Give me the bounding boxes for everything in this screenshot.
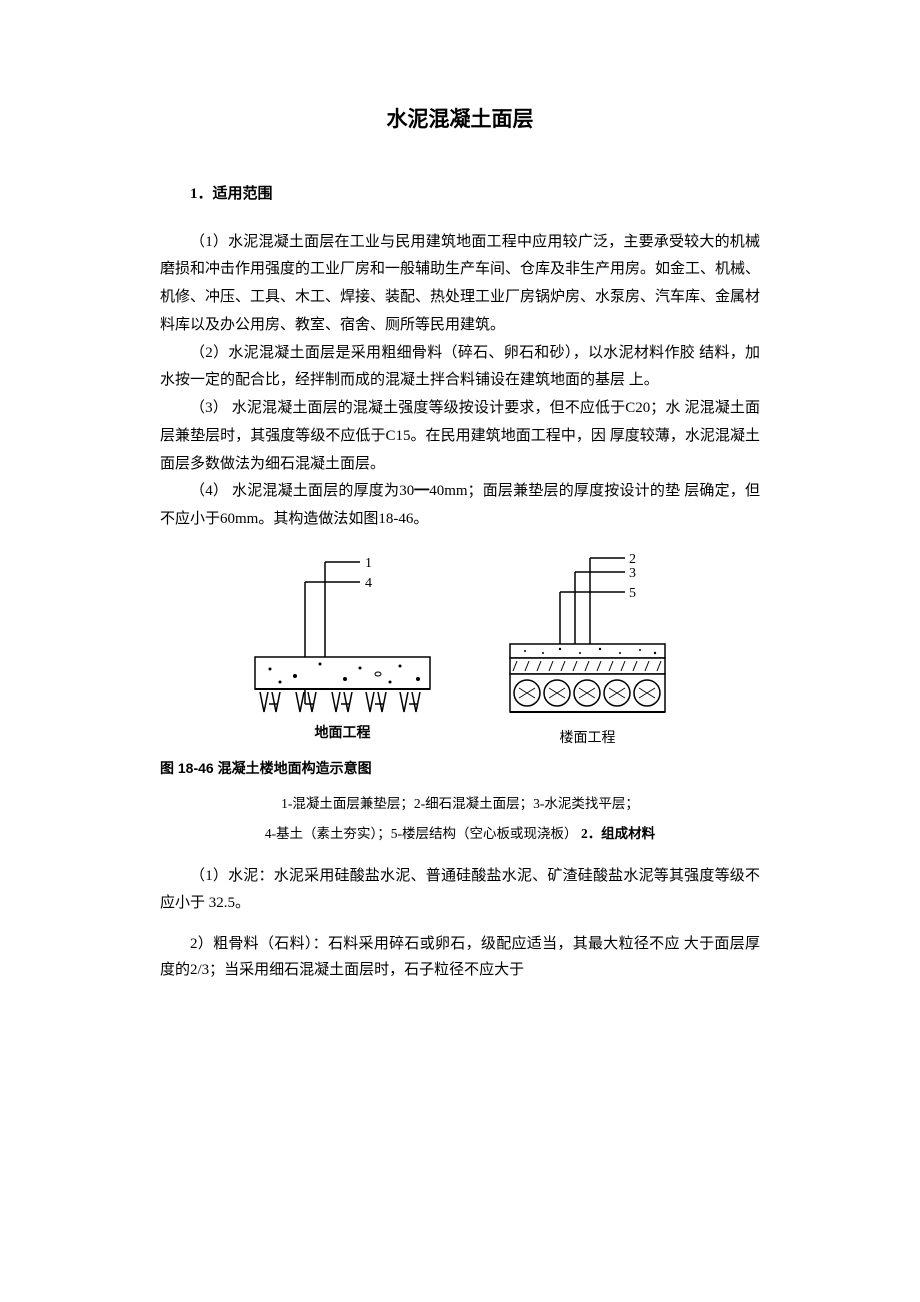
section-1-heading: 1．适用范围 [160, 181, 760, 209]
leader-5: 5 [629, 586, 636, 601]
diagram-left-wrapper: 1 4 [250, 554, 435, 752]
leader-1: 1 [365, 556, 372, 571]
paragraph-1: （1）水泥混凝土面层在工业与民用建筑地面工程中应用较广泛，主要承受较大的机械磨损… [160, 229, 760, 340]
diagram-right-wrapper: 2 3 5 [505, 554, 670, 752]
diagram-ground-engineering: 1 4 [250, 554, 435, 719]
figure-container: 1 4 [160, 554, 760, 752]
diagram-left-label: 地面工程 [315, 721, 371, 747]
section-2-heading: 2．组成材料 [581, 826, 655, 841]
leader-4: 4 [365, 576, 372, 591]
paragraph-5: （1）水泥：水泥采用硅酸盐水泥、普通硅酸盐水泥、矿渣硅酸盐水泥等其强度等级不应小… [160, 863, 760, 919]
paragraph-4: （4） 水泥混凝土面层的厚度为30━40mm；面层兼垫层的厚度按设计的垫 层确定… [160, 478, 760, 534]
document-title: 水泥混凝土面层 [160, 100, 760, 139]
paragraph-3: （3） 水泥混凝土面层的混凝土强度等级按设计要求，但不应低于C20；水 泥混凝土… [160, 395, 760, 478]
diagram-floor-engineering: 2 3 5 [505, 554, 670, 724]
figure-legend-1: 1-混凝土面层兼垫层；2-细石混凝土面层；3-水泥类找平层； [160, 792, 760, 817]
legend-2-prefix: 4-基土（素土夯实）；5-楼层结构（空心板或现浇板） [265, 826, 581, 841]
leader-3: 3 [629, 566, 636, 581]
paragraph-6: 2）粗骨料（石料）：石料采用碎石或卵石，级配应适当，其最大粒径不应 大于面层厚度… [160, 932, 760, 983]
figure-caption: 图 18-46 混凝土楼地面构造示意图 [160, 756, 760, 782]
diagram-right-label: 楼面工程 [560, 726, 616, 752]
figure-legend-2: 4-基土（素土夯实）；5-楼层结构（空心板或现浇板） 2．组成材料 [160, 822, 760, 847]
paragraph-2: （2）水泥混凝土面层是采用粗细骨料（碎石、卵石和砂），以水泥材料作胶 结料，加水… [160, 340, 760, 396]
